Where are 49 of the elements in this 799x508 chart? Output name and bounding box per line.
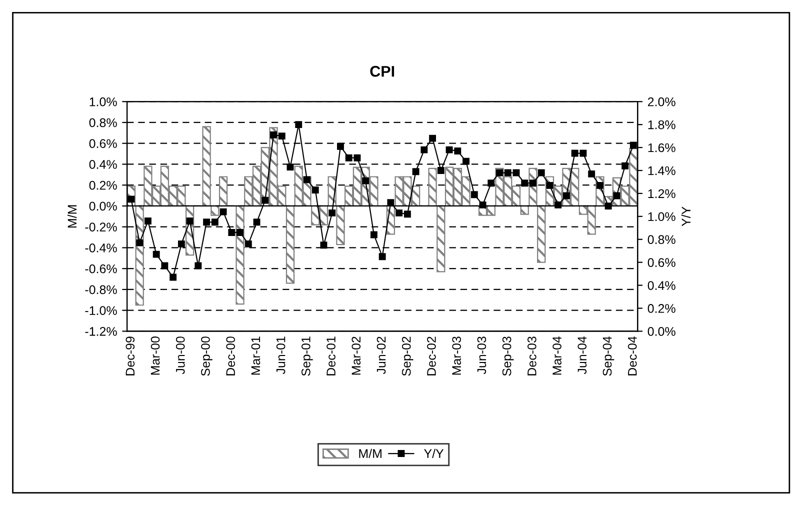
x-tick-label: Dec-99 [126, 336, 135, 376]
x-tick-label: Sep-00 [201, 336, 212, 376]
legend-label: Y/Y [424, 448, 444, 458]
x-tick-label: Dec-00 [226, 336, 236, 376]
x-tick-label: Dec-04 [628, 336, 637, 376]
x-tick-label: Mar-00 [150, 336, 160, 375]
y2-axis-title: Y/Y [681, 206, 691, 226]
y2-tick-label: 1.8% [648, 120, 676, 130]
y-tick-label: -0.2% [85, 222, 117, 232]
y2-tick-label: 0.4% [648, 281, 676, 290]
x-tick-label: Sep-01 [301, 336, 313, 376]
x-tick-label: Mar-01 [251, 336, 260, 375]
x-tick-label: Sep-02 [402, 336, 414, 376]
x-tick-label: Sep-04 [602, 336, 614, 376]
chart-title: CPI [370, 66, 394, 77]
x-tick-label: Dec-02 [427, 336, 436, 376]
y-tick-label: -1.0% [85, 306, 117, 315]
legend-label: M/M [359, 448, 382, 458]
x-tick-label: Dec-01 [326, 336, 336, 376]
y-tick-label: 0.2% [89, 180, 117, 190]
y-axis-title: M/M [67, 205, 77, 228]
x-tick-label: Dec-03 [527, 336, 536, 376]
y-tick-label: -0.8% [85, 285, 117, 294]
x-tick-label: Jun-02 [376, 336, 386, 374]
y-tick-label: 0.8% [89, 118, 117, 128]
y-tick-label: 0.6% [89, 139, 117, 148]
x-tick-label: Jun-00 [176, 336, 185, 374]
y-tick-label: 0.0% [89, 202, 117, 211]
x-tick-label: Mar-02 [352, 336, 361, 375]
x-tick-label: Jun-04 [578, 336, 587, 374]
x-tick-label: Jun-03 [477, 336, 486, 374]
y2-tick-label: 0.6% [648, 258, 676, 267]
y2-tick-label: 1.0% [648, 212, 676, 222]
y-tick-label: -1.2% [85, 327, 117, 336]
y2-tick-label: 0.2% [648, 304, 676, 313]
x-tick-label: Mar-03 [452, 336, 462, 375]
y2-tick-label: 0.0% [648, 327, 676, 336]
y-tick-label: -0.6% [85, 264, 117, 274]
y2-tick-label: 0.8% [648, 235, 676, 244]
y2-tick-label: 1.6% [648, 143, 676, 152]
y2-tick-label: 1.2% [648, 189, 676, 198]
x-tick-label: Jun-01 [276, 336, 286, 374]
y-tick-label: 0.4% [89, 160, 117, 169]
x-tick-label: Mar-04 [552, 336, 562, 375]
x-tick-label: Sep-03 [502, 336, 514, 376]
y-tick-label: -0.4% [85, 244, 117, 252]
y2-tick-label: 2.0% [648, 97, 676, 106]
y-tick-label: 1.0% [90, 97, 117, 106]
y2-tick-label: 1.4% [648, 166, 676, 176]
